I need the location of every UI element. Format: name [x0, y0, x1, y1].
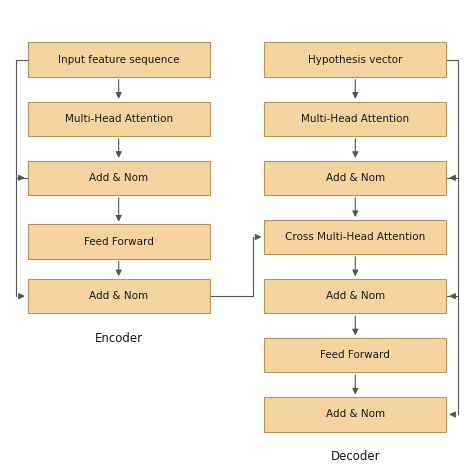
FancyBboxPatch shape	[264, 43, 447, 77]
Text: Feed Forward: Feed Forward	[320, 350, 390, 360]
Text: Add & Nom: Add & Nom	[326, 173, 385, 183]
FancyBboxPatch shape	[264, 220, 447, 254]
FancyBboxPatch shape	[264, 279, 447, 313]
Text: Multi-Head Attention: Multi-Head Attention	[301, 114, 410, 124]
FancyBboxPatch shape	[27, 279, 210, 313]
Text: Encoder: Encoder	[95, 332, 143, 345]
Text: Decoder: Decoder	[330, 450, 380, 463]
FancyBboxPatch shape	[27, 101, 210, 136]
Text: Add & Nom: Add & Nom	[89, 173, 148, 183]
FancyBboxPatch shape	[264, 397, 447, 431]
FancyBboxPatch shape	[27, 225, 210, 259]
Text: Multi-Head Attention: Multi-Head Attention	[64, 114, 173, 124]
Text: Cross Multi-Head Attention: Cross Multi-Head Attention	[285, 232, 426, 242]
Text: Input feature sequence: Input feature sequence	[58, 55, 180, 64]
FancyBboxPatch shape	[264, 161, 447, 195]
FancyBboxPatch shape	[264, 338, 447, 373]
Text: Feed Forward: Feed Forward	[84, 237, 154, 246]
Text: Add & Nom: Add & Nom	[326, 291, 385, 301]
FancyBboxPatch shape	[27, 43, 210, 77]
FancyBboxPatch shape	[27, 161, 210, 195]
FancyBboxPatch shape	[264, 101, 447, 136]
Text: Add & Nom: Add & Nom	[89, 291, 148, 301]
Text: Hypothesis vector: Hypothesis vector	[308, 55, 402, 64]
Text: Add & Nom: Add & Nom	[326, 410, 385, 419]
